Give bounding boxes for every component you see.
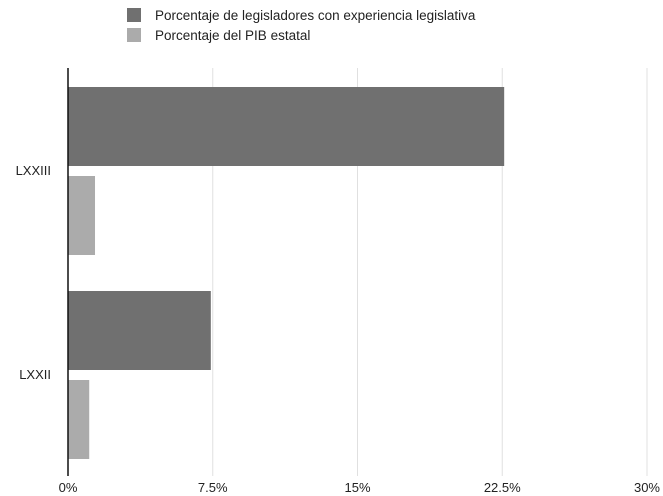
bars [68,87,505,459]
legend-label-series-1: Porcentaje de legisladores con experienc… [155,8,476,23]
x-tick-label: 22.5% [484,480,521,495]
category-labels: LXXIII LXXII [16,163,51,382]
legend-swatch-series-1 [127,8,141,22]
legend: Porcentaje de legisladores con experienc… [127,8,476,43]
x-tick-label: 0% [59,480,78,495]
category-label-lxxii: LXXII [19,367,51,382]
bar-lxxiii-series-2 [68,176,96,255]
x-tick-labels: 0% 7.5% 15% 22.5% 30% [59,480,661,495]
legend-swatch-series-2 [127,28,141,42]
bar-lxxiii-series-1 [68,87,505,166]
legend-label-series-2: Porcentaje del PIB estatal [155,28,310,43]
x-tick-label: 15% [344,480,370,495]
bar-lxxii-series-1 [68,291,211,370]
category-label-lxxiii: LXXIII [16,163,51,178]
x-tick-label: 30% [634,480,660,495]
bar-lxxii-series-2 [68,380,90,459]
x-tick-label: 7.5% [198,480,228,495]
